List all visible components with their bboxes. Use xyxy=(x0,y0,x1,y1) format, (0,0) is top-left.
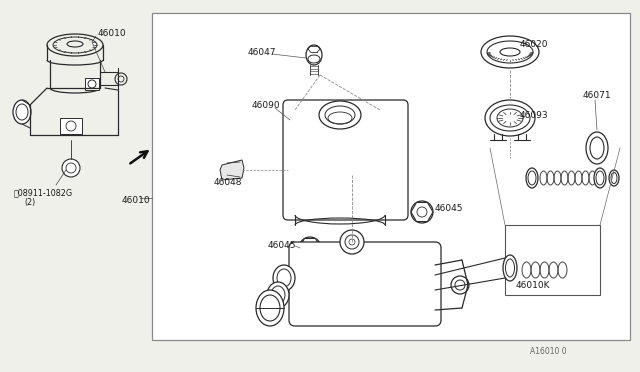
Ellipse shape xyxy=(13,100,31,124)
Ellipse shape xyxy=(273,265,295,291)
Ellipse shape xyxy=(503,255,517,281)
Text: 46071: 46071 xyxy=(583,90,612,99)
Text: (2): (2) xyxy=(24,198,35,206)
Text: 46047: 46047 xyxy=(248,48,276,57)
Bar xyxy=(60,118,82,134)
FancyBboxPatch shape xyxy=(289,242,441,326)
Ellipse shape xyxy=(526,168,538,188)
Circle shape xyxy=(340,230,364,254)
Text: ⓝ08911-1082G: ⓝ08911-1082G xyxy=(14,189,73,198)
Text: 46010K: 46010K xyxy=(516,280,550,289)
Text: 46090: 46090 xyxy=(252,100,280,109)
Ellipse shape xyxy=(609,170,619,186)
Ellipse shape xyxy=(485,100,535,136)
Circle shape xyxy=(62,159,80,177)
Text: 46045: 46045 xyxy=(268,241,296,250)
Bar xyxy=(152,13,630,340)
Ellipse shape xyxy=(481,36,539,68)
Text: 46045: 46045 xyxy=(435,203,463,212)
Text: A16010 0: A16010 0 xyxy=(530,347,566,356)
Text: 46020: 46020 xyxy=(520,39,548,48)
FancyBboxPatch shape xyxy=(283,100,408,220)
Ellipse shape xyxy=(590,137,604,159)
Ellipse shape xyxy=(267,282,289,308)
Ellipse shape xyxy=(256,290,284,326)
Circle shape xyxy=(451,276,469,294)
Text: 46010: 46010 xyxy=(122,196,150,205)
Ellipse shape xyxy=(586,132,608,164)
Text: 46048: 46048 xyxy=(214,177,243,186)
Bar xyxy=(505,225,600,295)
Ellipse shape xyxy=(594,168,606,188)
Text: 46010: 46010 xyxy=(98,29,127,38)
Ellipse shape xyxy=(306,45,322,65)
Text: 46093: 46093 xyxy=(520,110,548,119)
Circle shape xyxy=(299,237,321,259)
Circle shape xyxy=(411,201,433,223)
Polygon shape xyxy=(220,160,244,180)
Bar xyxy=(85,78,99,90)
